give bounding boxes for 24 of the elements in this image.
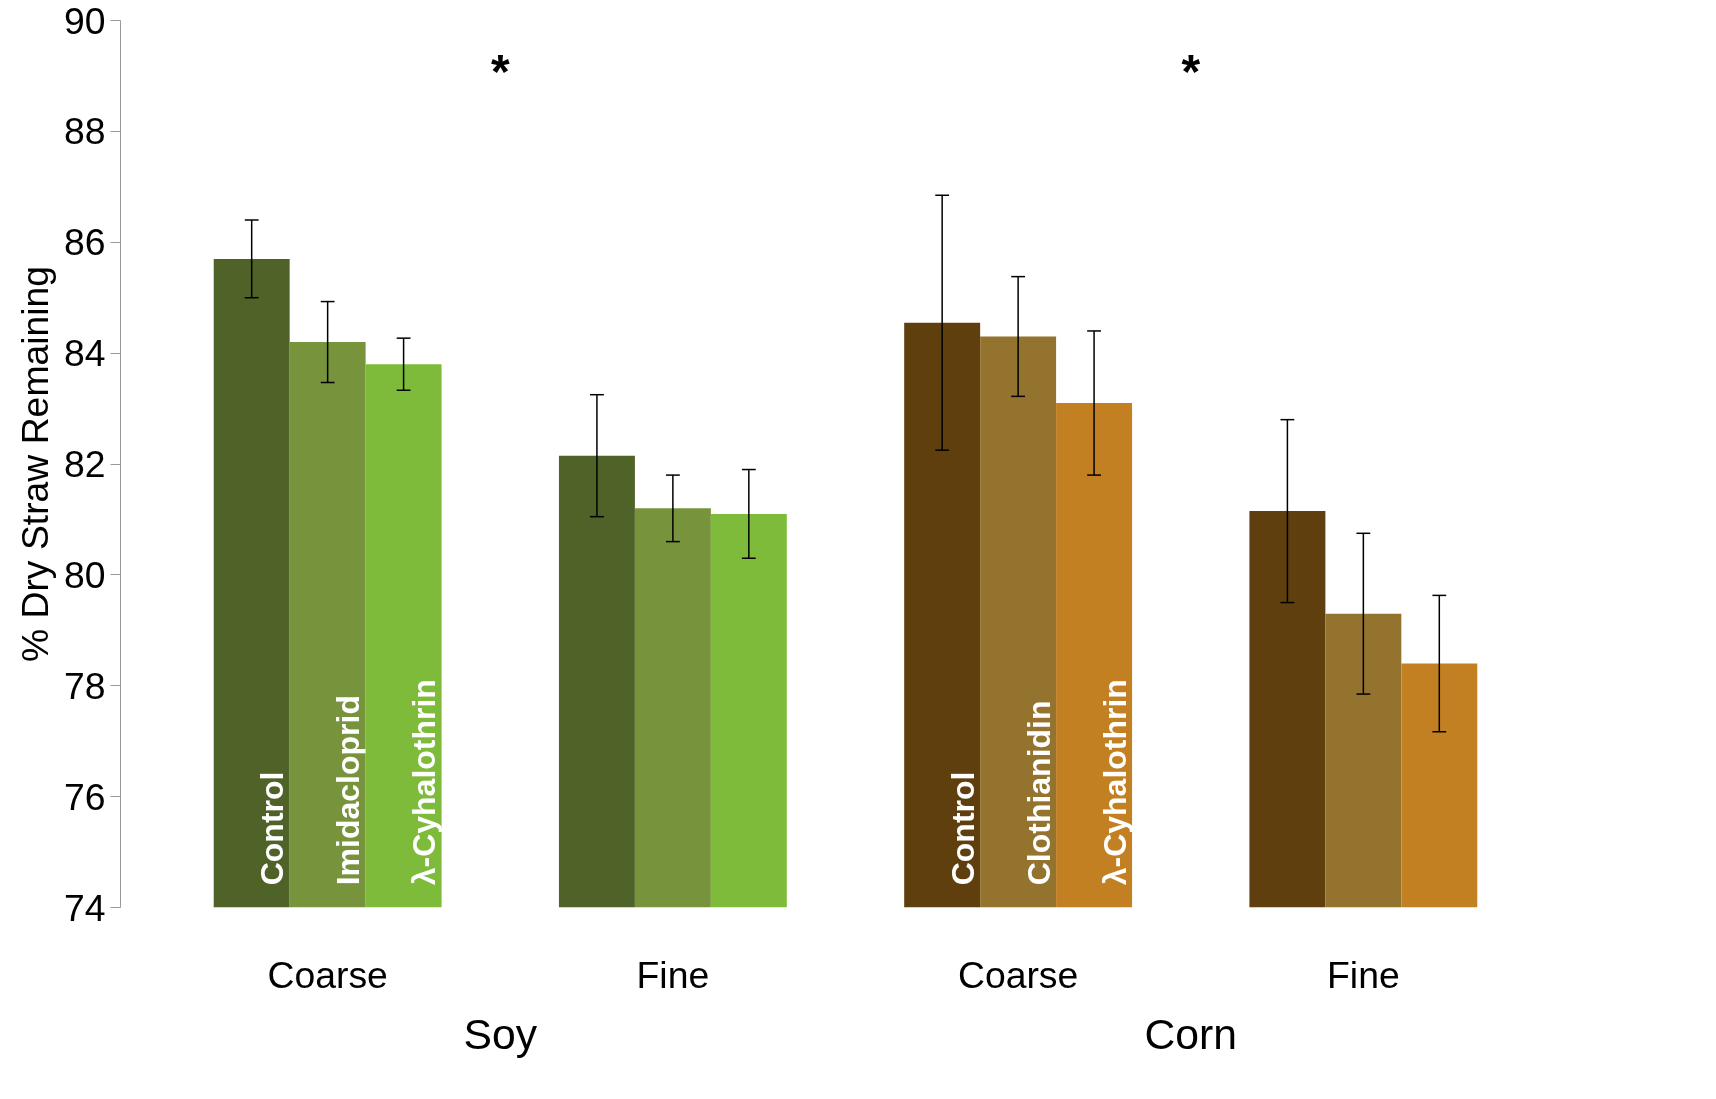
annotation: * — [1181, 45, 1201, 99]
series-label: λ-Cyhalothrin — [1096, 679, 1133, 886]
series-label: Control — [254, 771, 291, 886]
y-tick-label: 80 — [63, 553, 106, 596]
y-tick-label: 82 — [63, 443, 106, 485]
x-tick-label: Fine — [1327, 953, 1400, 996]
y-tick-label: 88 — [63, 110, 106, 153]
x-tick-label: Coarse — [267, 953, 388, 996]
series-label: Clothianidin — [1020, 700, 1057, 886]
x-tick-label: Fine — [636, 953, 710, 996]
y-tick-label: 84 — [63, 332, 106, 375]
y-axis-title: % Dry Straw Remaining — [13, 265, 56, 663]
series-label: Imidacloprid — [330, 695, 367, 886]
series-label: Control — [944, 771, 981, 886]
y-tick-label: 86 — [63, 221, 106, 264]
y-tick-label: 76 — [63, 775, 106, 818]
y-tick-label: 78 — [63, 664, 106, 707]
series-label: λ-Cyhalothrin — [406, 679, 443, 886]
y-tick-label: 74 — [63, 886, 106, 929]
annotation: * — [490, 45, 510, 99]
x-tick-label: Coarse — [957, 953, 1079, 996]
text: Soy — [463, 1009, 538, 1058]
text: Corn — [1144, 1009, 1237, 1058]
y-tick-label: 90 — [63, 0, 106, 42]
